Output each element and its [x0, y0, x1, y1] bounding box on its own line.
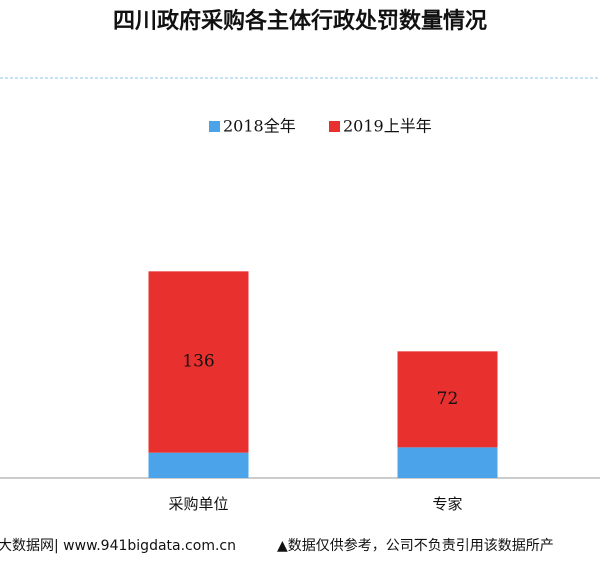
footer-right: ▲数据仅供参考，公司不负责引用该数据所产 [277, 537, 554, 554]
legend-swatch [329, 121, 340, 132]
data-label: 136 [182, 352, 214, 372]
bar-segment [148, 452, 249, 478]
legend-label: 2018全年 [223, 117, 296, 136]
bar-segment [397, 447, 498, 478]
legend-swatch [209, 121, 220, 132]
x-tick-label: 采购单位 [168, 495, 228, 513]
bar-segment [148, 271, 249, 453]
legend-label: 2019上半年 [343, 117, 432, 136]
data-label: 72 [437, 389, 459, 409]
x-tick-label: 专家 [432, 495, 462, 513]
bar-segment [397, 351, 498, 448]
chart-title: 四川政府采购各主体行政处罚数量情况 [113, 8, 487, 34]
footer-left: 大数据网| www.941bigdata.com.cn [0, 538, 236, 554]
